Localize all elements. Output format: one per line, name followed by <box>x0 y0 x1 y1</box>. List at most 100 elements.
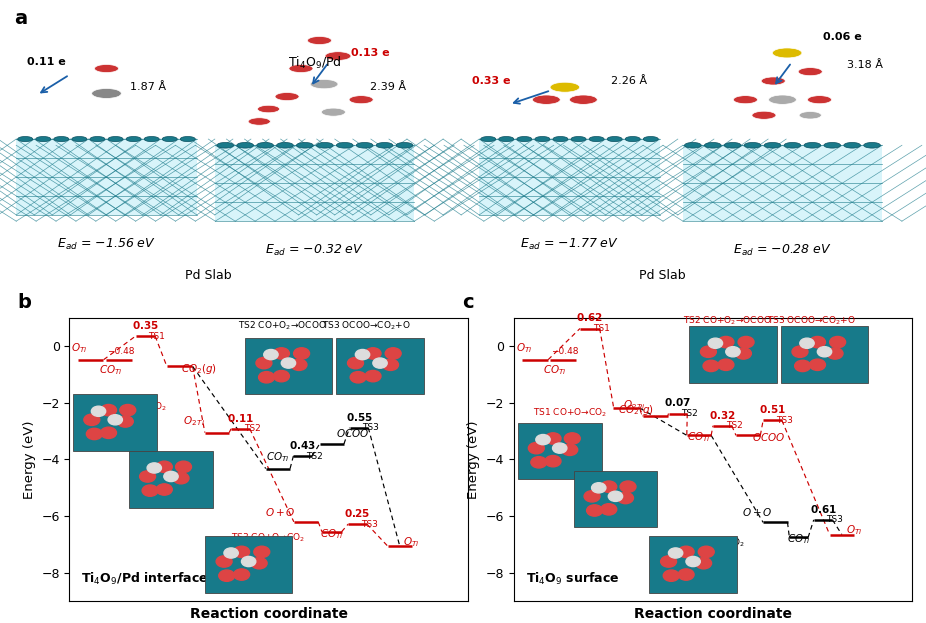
Circle shape <box>248 118 270 125</box>
Circle shape <box>242 556 256 566</box>
Text: $O_{Ti}$: $O_{Ti}$ <box>845 523 862 537</box>
Text: $OCOO$: $OCOO$ <box>336 427 369 439</box>
Circle shape <box>84 414 100 426</box>
Circle shape <box>660 556 677 567</box>
Circle shape <box>72 136 87 141</box>
Text: $O+O$: $O+O$ <box>265 506 295 518</box>
Circle shape <box>273 371 290 382</box>
Circle shape <box>531 457 546 468</box>
Text: $O_{Ti}$: $O_{Ti}$ <box>516 341 532 355</box>
Circle shape <box>237 143 254 148</box>
Circle shape <box>618 492 633 503</box>
Circle shape <box>356 350 369 359</box>
Circle shape <box>804 143 820 148</box>
Text: TS2 O$_2$→2O: TS2 O$_2$→2O <box>132 477 186 490</box>
Circle shape <box>601 481 617 492</box>
Text: −0.48: −0.48 <box>106 347 134 356</box>
Text: TS1 CO+O→CO$_2$: TS1 CO+O→CO$_2$ <box>93 401 168 413</box>
Circle shape <box>724 143 741 148</box>
Circle shape <box>824 143 841 148</box>
Text: 0.13 e: 0.13 e <box>351 48 390 58</box>
Text: 2.26 Å: 2.26 Å <box>611 76 647 86</box>
Text: $CO_{Ti}$: $CO_{Ti}$ <box>266 450 290 464</box>
Circle shape <box>553 136 568 141</box>
Circle shape <box>700 346 717 358</box>
Text: TS3 OCOO→CO$_2$+O: TS3 OCOO→CO$_2$+O <box>767 315 856 328</box>
Bar <box>574 471 657 528</box>
Circle shape <box>550 82 580 92</box>
Circle shape <box>294 348 309 359</box>
Circle shape <box>678 546 694 558</box>
Circle shape <box>684 143 701 148</box>
Text: TS2 CO+O$_2$→OCOO: TS2 CO+O$_2$→OCOO <box>238 320 327 332</box>
Circle shape <box>156 461 172 472</box>
Circle shape <box>257 105 280 113</box>
Bar <box>518 422 602 479</box>
Circle shape <box>216 556 232 567</box>
Y-axis label: Energy (eV): Energy (eV) <box>22 420 36 499</box>
Text: Ti$_4$O$_9$/Pd interface: Ti$_4$O$_9$/Pd interface <box>81 571 208 587</box>
Text: Ti$_4$O$_9$/Pd: Ti$_4$O$_9$/Pd <box>288 55 342 71</box>
Circle shape <box>94 65 119 72</box>
Circle shape <box>382 359 398 371</box>
Y-axis label: Energy (eV): Energy (eV) <box>467 420 481 499</box>
Circle shape <box>798 68 822 75</box>
Circle shape <box>800 338 814 348</box>
Bar <box>73 394 157 451</box>
Text: TS2: TS2 <box>244 424 260 434</box>
Text: $OCOO$: $OCOO$ <box>752 430 785 442</box>
Bar <box>244 338 332 394</box>
Circle shape <box>844 143 860 148</box>
FancyBboxPatch shape <box>216 145 415 221</box>
Circle shape <box>571 136 586 141</box>
Circle shape <box>532 95 560 104</box>
Text: TS2 CO+O$_2$→OCOO: TS2 CO+O$_2$→OCOO <box>682 315 771 328</box>
Circle shape <box>349 96 373 104</box>
Circle shape <box>101 404 117 416</box>
Text: TS1 CO+O→CO$_2$: TS1 CO+O→CO$_2$ <box>532 407 607 419</box>
Circle shape <box>564 433 581 444</box>
Circle shape <box>101 427 117 439</box>
Circle shape <box>144 136 159 141</box>
Circle shape <box>545 455 561 467</box>
Circle shape <box>601 503 617 515</box>
Circle shape <box>807 96 832 104</box>
Circle shape <box>592 483 606 493</box>
Circle shape <box>569 95 597 104</box>
Text: $\mathbf{0.25}$: $\mathbf{0.25}$ <box>344 507 370 519</box>
Circle shape <box>864 143 881 148</box>
Bar <box>689 326 777 383</box>
Circle shape <box>90 136 105 141</box>
Circle shape <box>625 136 640 141</box>
Text: $\mathbf{0.07}$: $\mathbf{0.07}$ <box>665 396 692 409</box>
Circle shape <box>92 88 121 98</box>
Circle shape <box>256 358 272 369</box>
Text: TS1: TS1 <box>148 331 165 341</box>
Text: $O+O$: $O+O$ <box>742 506 772 518</box>
Circle shape <box>92 406 106 416</box>
Circle shape <box>86 428 102 440</box>
Circle shape <box>140 471 156 482</box>
Circle shape <box>258 371 274 383</box>
Circle shape <box>698 546 714 558</box>
Text: $CO_{Ti}$: $CO_{Ti}$ <box>687 430 711 444</box>
Text: $\mathbf{0.35}$: $\mathbf{0.35}$ <box>131 320 158 331</box>
Circle shape <box>350 371 366 383</box>
Circle shape <box>669 548 682 558</box>
Text: TS2 O$_2$→2O: TS2 O$_2$→2O <box>575 475 628 487</box>
Circle shape <box>36 136 51 141</box>
Text: 1.87 Å: 1.87 Å <box>130 82 166 92</box>
Circle shape <box>118 416 133 427</box>
Circle shape <box>784 143 801 148</box>
Text: Ti$_4$O$_9$ surface: Ti$_4$O$_9$ surface <box>526 571 619 587</box>
Text: TS1: TS1 <box>593 324 609 333</box>
Circle shape <box>726 346 740 357</box>
Circle shape <box>761 77 785 85</box>
Circle shape <box>396 143 413 148</box>
Circle shape <box>336 143 353 148</box>
Circle shape <box>373 358 387 368</box>
Circle shape <box>678 569 694 580</box>
Circle shape <box>703 360 719 371</box>
Circle shape <box>325 52 351 60</box>
Circle shape <box>307 37 332 45</box>
